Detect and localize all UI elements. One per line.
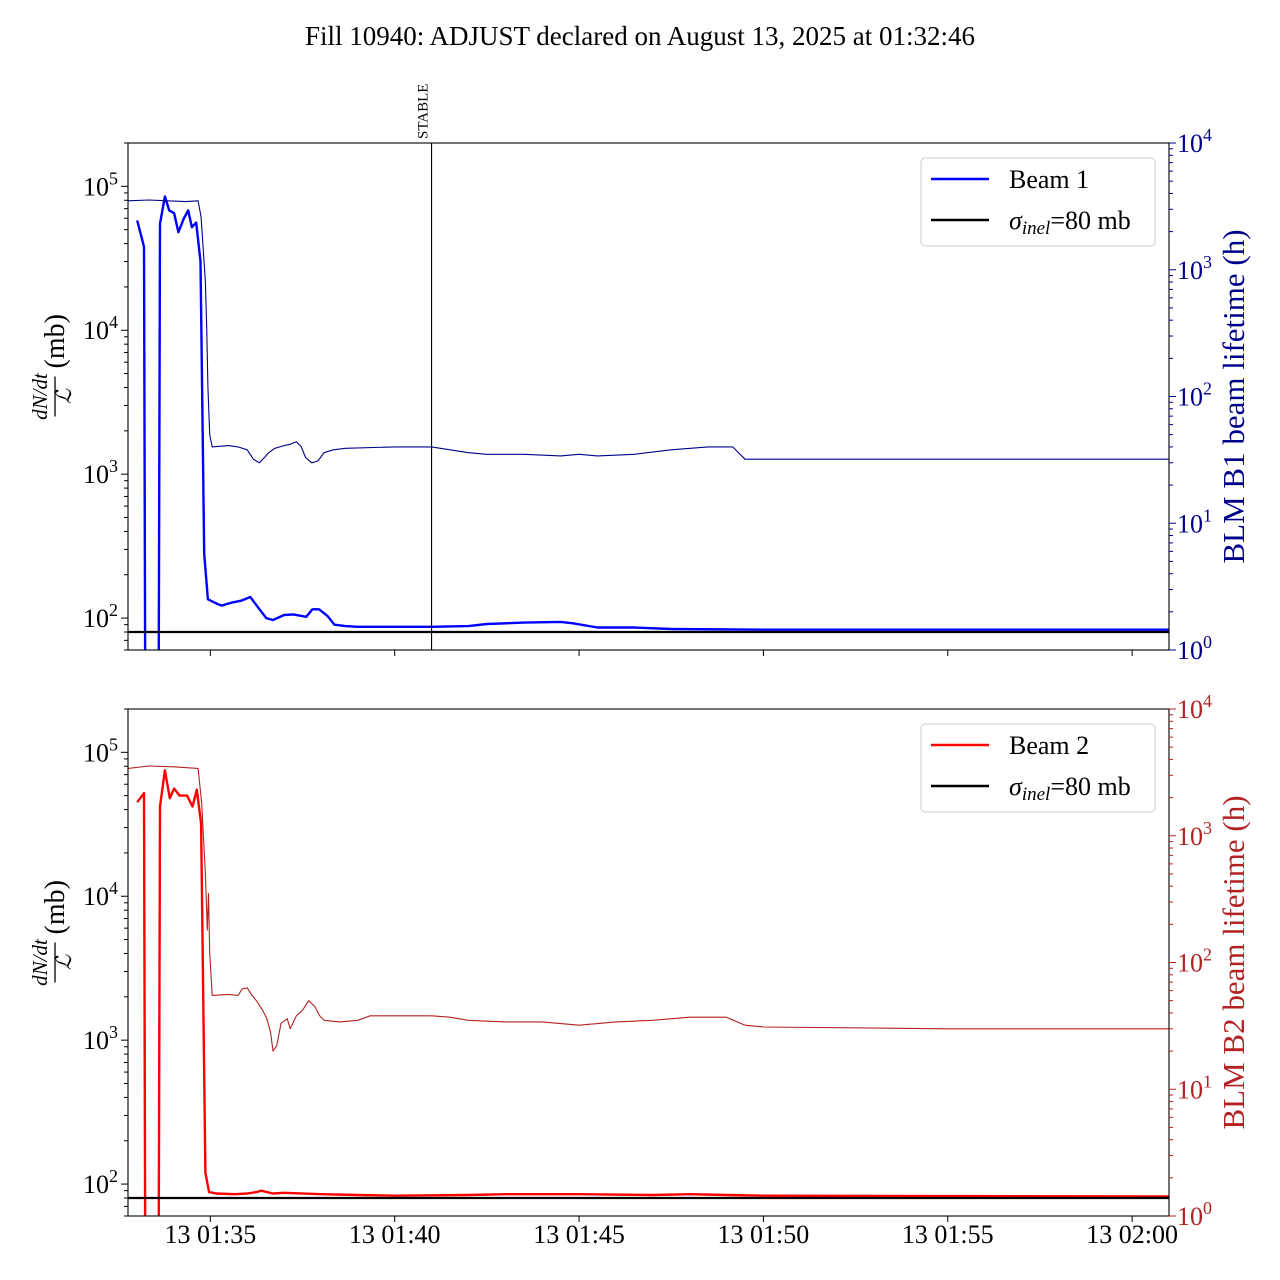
tick-base: 10 xyxy=(1177,129,1203,158)
legend-rest: =80 mb xyxy=(1050,772,1130,801)
tick-base: 10 xyxy=(1177,949,1203,978)
series-2 xyxy=(128,199,1169,464)
right-axis-label: BLM B1 beam lifetime (h) xyxy=(1216,229,1251,563)
legend-label: σinel=80 mb xyxy=(1009,206,1131,239)
series-line xyxy=(157,769,1169,1216)
ylabel-numerator: dN/dt xyxy=(28,372,52,420)
stable-marker-label: STABLE xyxy=(416,84,432,139)
legend-symbol: σ xyxy=(1009,206,1023,235)
tick-exponent: 0 xyxy=(1203,1198,1212,1218)
tick-base: 10 xyxy=(83,460,109,489)
ylabel-unit: (mb) xyxy=(40,314,71,368)
tick-exponent: 4 xyxy=(109,312,118,332)
left-tick-label: 103 xyxy=(83,1022,118,1055)
tick-exponent: 3 xyxy=(109,456,118,476)
right-tick-label: 101 xyxy=(1177,505,1212,538)
right-tick-label: 100 xyxy=(1177,632,1212,665)
tick-base: 10 xyxy=(83,738,109,767)
tick-base: 10 xyxy=(83,1170,109,1199)
series-line xyxy=(128,765,1169,1052)
series-line xyxy=(136,220,147,650)
tick-base: 10 xyxy=(83,1026,109,1055)
plot-area xyxy=(128,765,1169,1216)
series-2 xyxy=(128,765,1169,1052)
left-tick-label: 103 xyxy=(83,456,118,489)
series-line xyxy=(136,792,147,1216)
right-tick-label: 100 xyxy=(1177,1198,1212,1231)
x-tick-label: 13 01:40 xyxy=(349,1220,441,1249)
right-tick-label: 102 xyxy=(1177,945,1212,978)
tick-exponent: 1 xyxy=(1203,1071,1212,1091)
tick-base: 10 xyxy=(1177,509,1203,538)
tick-base: 10 xyxy=(1177,1075,1203,1104)
left-tick-label: 104 xyxy=(83,312,118,345)
tick-base: 10 xyxy=(1177,636,1203,665)
tick-base: 10 xyxy=(83,316,109,345)
tick-exponent: 2 xyxy=(1203,379,1212,399)
tick-exponent: 4 xyxy=(109,878,118,898)
right-tick-label: 104 xyxy=(1177,125,1212,158)
right-tick-label: 101 xyxy=(1177,1071,1212,1104)
tick-exponent: 2 xyxy=(109,600,118,620)
right-tick-label: 104 xyxy=(1177,691,1212,724)
legend-label: Beam 2 xyxy=(1009,731,1089,760)
right-tick-label: 103 xyxy=(1177,818,1212,851)
left-tick-label: 105 xyxy=(83,734,118,767)
legend-subscript: inel xyxy=(1022,784,1051,805)
left-tick-label: 102 xyxy=(83,1166,118,1199)
tick-exponent: 0 xyxy=(1203,632,1212,652)
series-1 xyxy=(136,769,1169,1216)
panel-2: 13 01:35 13 01:40 13 01:45 13 01:50 13 01:55… xyxy=(28,691,1251,1249)
legend: Beam 2 σinel=80 mb xyxy=(920,723,1156,813)
left-tick-label: 104 xyxy=(83,878,118,911)
left-tick-label: 105 xyxy=(83,168,118,201)
series-1 xyxy=(136,195,1169,650)
left-axis-label: dN/dt ℒ (mb) xyxy=(28,880,76,986)
series-line xyxy=(128,199,1169,464)
x-tick-label: 13 01:45 xyxy=(533,1220,625,1249)
tick-exponent: 3 xyxy=(1203,252,1212,272)
legend-symbol: σ xyxy=(1009,772,1023,801)
tick-exponent: 5 xyxy=(109,168,118,188)
legend: Beam 1 σinel=80 mb xyxy=(920,157,1156,247)
legend-subscript: inel xyxy=(1022,218,1051,239)
tick-exponent: 3 xyxy=(109,1022,118,1042)
series-line xyxy=(157,195,1169,650)
x-tick-label: 13 02:00 xyxy=(1086,1220,1178,1249)
tick-exponent: 5 xyxy=(109,734,118,754)
tick-base: 10 xyxy=(83,882,109,911)
legend-label: σinel=80 mb xyxy=(1009,772,1131,805)
tick-base: 10 xyxy=(1177,695,1203,724)
right-axis-label: BLM B2 beam lifetime (h) xyxy=(1216,795,1251,1129)
left-axis-label: dN/dt ℒ (mb) xyxy=(28,314,76,420)
legend-label: Beam 1 xyxy=(1009,165,1089,194)
tick-exponent: 4 xyxy=(1203,125,1212,145)
tick-exponent: 1 xyxy=(1203,505,1212,525)
tick-base: 10 xyxy=(83,604,109,633)
right-tick-label: 102 xyxy=(1177,379,1212,412)
tick-exponent: 2 xyxy=(1203,945,1212,965)
tick-base: 10 xyxy=(1177,822,1203,851)
chart-title: Fill 10940: ADJUST declared on August 13… xyxy=(305,21,975,51)
x-tick-label: 13 01:50 xyxy=(718,1220,810,1249)
tick-exponent: 4 xyxy=(1203,691,1212,711)
plot-area xyxy=(128,195,1169,650)
tick-base: 10 xyxy=(1177,256,1203,285)
tick-exponent: 2 xyxy=(109,1166,118,1186)
x-tick-label: 13 01:35 xyxy=(164,1220,256,1249)
ylabel-unit: (mb) xyxy=(40,880,71,934)
legend-rest: =80 mb xyxy=(1050,206,1130,235)
ylabel-numerator: dN/dt xyxy=(28,938,52,986)
right-tick-label: 103 xyxy=(1177,252,1212,285)
x-tick-label: 13 01:55 xyxy=(902,1220,994,1249)
tick-exponent: 3 xyxy=(1203,818,1212,838)
ylabel-denominator: ℒ xyxy=(52,388,76,404)
ylabel-denominator: ℒ xyxy=(52,954,76,970)
left-tick-label: 102 xyxy=(83,600,118,633)
tick-base: 10 xyxy=(83,172,109,201)
tick-base: 10 xyxy=(1177,1202,1203,1231)
tick-base: 10 xyxy=(1177,383,1203,412)
